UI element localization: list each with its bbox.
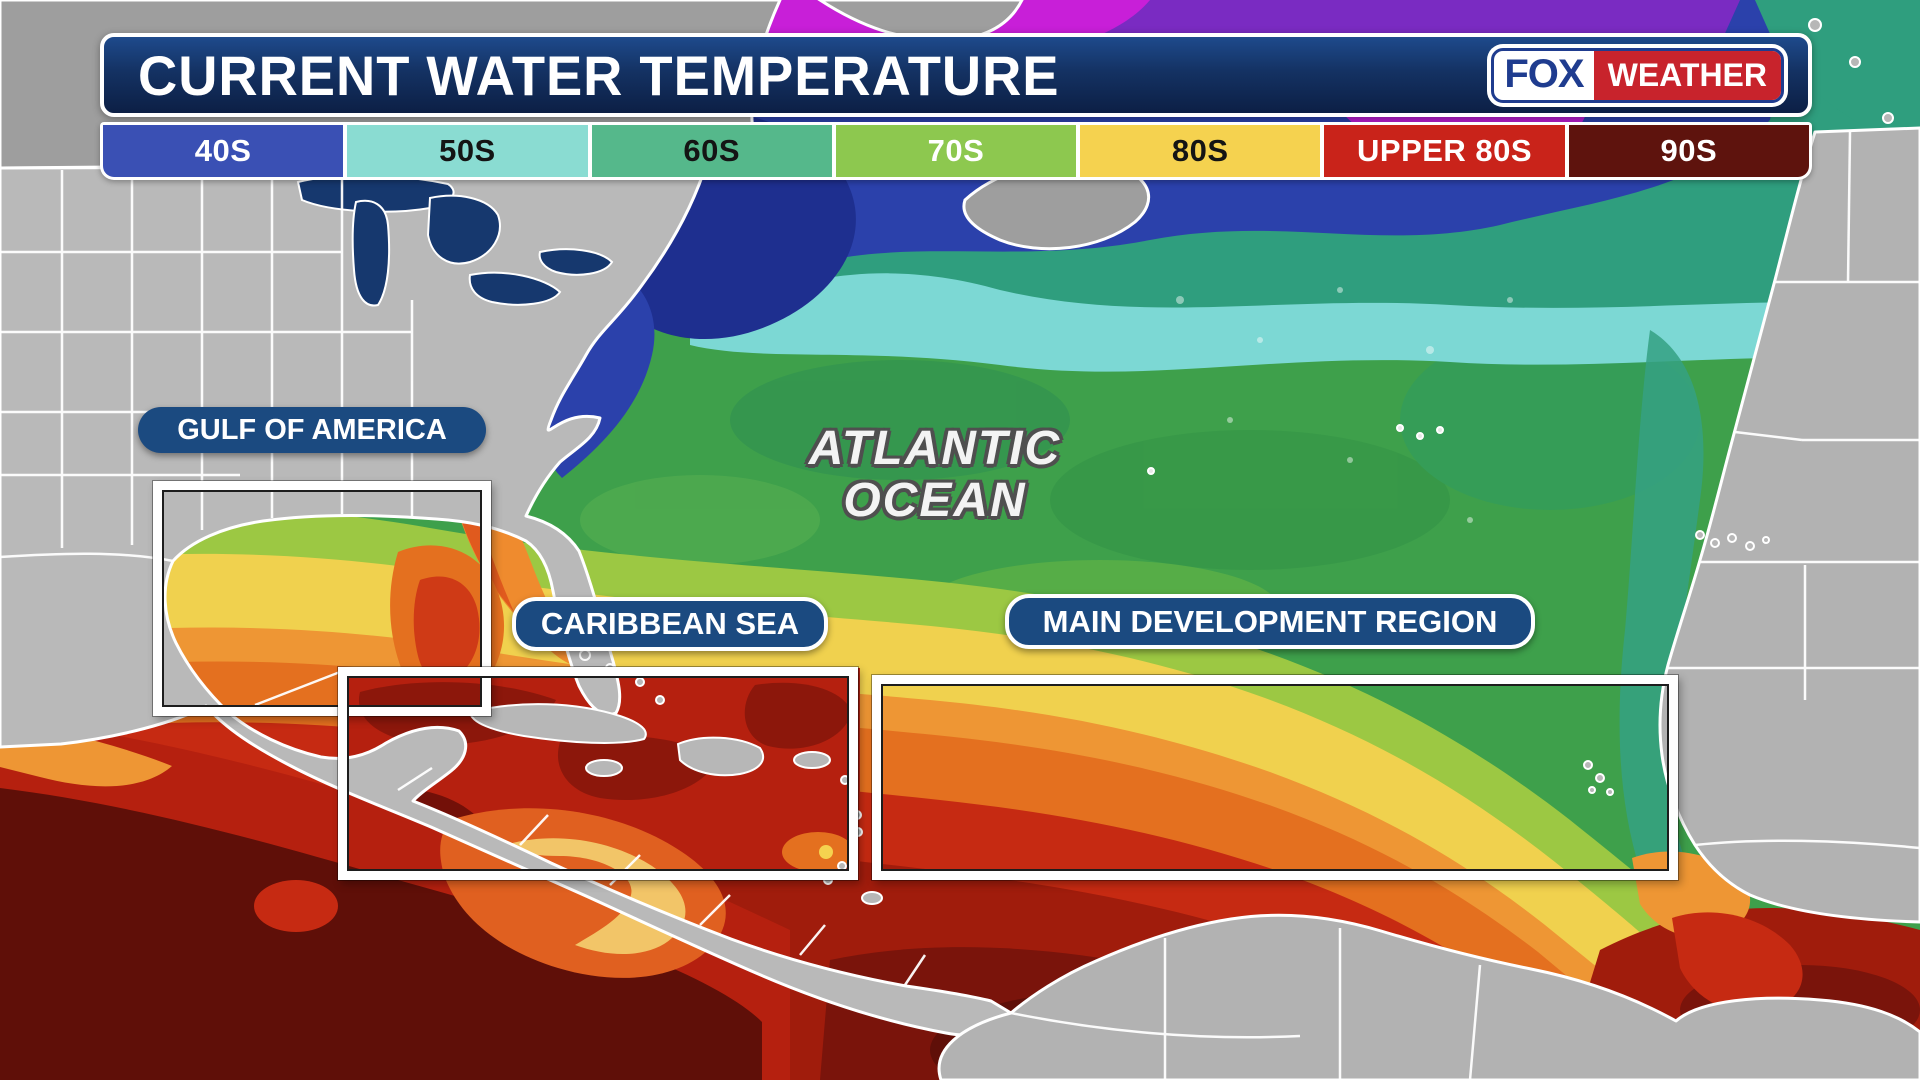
caribbean-orange-spot <box>782 832 854 872</box>
fox-weather-logo-inner: FOX WEATHER <box>1491 47 1784 103</box>
main-development-region-pill: MAIN DEVELOPMENT REGION <box>1005 594 1535 649</box>
legend-item-40s: 40S <box>103 125 344 177</box>
cuba <box>468 703 647 744</box>
temp-legend: 40S 50S 60S 70S 80S UPPER 80S 90S <box>100 122 1812 180</box>
main-development-region-box <box>872 675 1678 880</box>
north-america-landmass <box>0 152 1013 1037</box>
africa-coast-teal <box>1619 330 1704 870</box>
jamaica <box>585 759 623 777</box>
fox-logo-text: FOX <box>1504 51 1584 96</box>
islands <box>468 18 1894 905</box>
legend-item-upper-80s: UPPER 80S <box>1324 125 1565 177</box>
legend-item-90s: 90S <box>1568 125 1809 177</box>
pacific-swirl-cream <box>502 838 686 955</box>
pacific-red-patch <box>254 880 338 932</box>
fox-weather-logo: FOX WEATHER <box>1487 43 1788 107</box>
cloud-specks <box>1176 287 1513 523</box>
gulf-box-inner-line <box>162 490 482 707</box>
atlantic-ocean-line2: OCEAN <box>843 474 1027 527</box>
atlantic-ocean-line1: ATLANTIC <box>808 422 1062 475</box>
gulf-of-america-pill: GULF OF AMERICA <box>138 407 486 453</box>
hispaniola <box>676 736 765 777</box>
mdr-box-inner-line <box>881 684 1669 871</box>
title-bar: CURRENT WATER TEMPERATURE FOX WEATHER <box>100 33 1812 117</box>
main-development-region-pill-label: MAIN DEVELOPMENT REGION <box>1042 603 1498 639</box>
caribbean-box-inner-line <box>347 676 849 871</box>
caribbean-sea-box <box>338 667 858 880</box>
gulf-of-america-pill-label: GULF OF AMERICA <box>177 413 447 446</box>
political-borders <box>0 131 1920 1080</box>
cyan-band <box>690 273 1920 372</box>
page-title: CURRENT WATER TEMPERATURE <box>138 43 1060 107</box>
puerto-rico <box>793 751 831 769</box>
legend-item-50s: 50S <box>347 125 588 177</box>
south-america-landmass <box>937 913 1920 1080</box>
atlantic-ocean-label: ATLANTIC OCEAN <box>735 423 1135 527</box>
caribbean-maroon-3 <box>744 682 852 749</box>
legend-item-60s: 60S <box>591 125 832 177</box>
africa-upwelling-red <box>1672 912 1803 1013</box>
weather-logo-text: WEATHER <box>1593 50 1781 100</box>
caribbean-yellow-dot <box>819 845 833 859</box>
legend-item-70s: 70S <box>835 125 1077 177</box>
legend-item-80s: 80S <box>1080 125 1321 177</box>
pacific-maroon <box>0 788 762 1080</box>
caribbean-sea-pill: CARIBBEAN SEA <box>512 597 828 651</box>
gulf-loop-red <box>413 576 480 682</box>
gulf-of-america-box <box>153 481 491 716</box>
africa-landmass <box>1658 126 1920 924</box>
great-lakes <box>296 174 614 307</box>
caribbean-sea-pill-label: CARIBBEAN SEA <box>540 606 800 641</box>
